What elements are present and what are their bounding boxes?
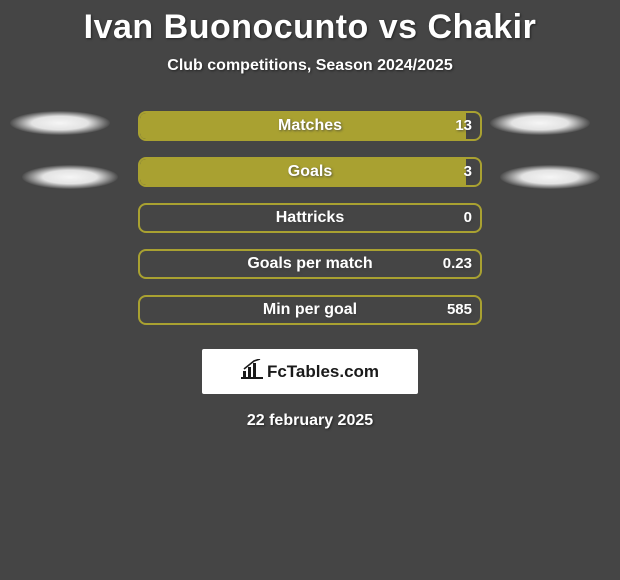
stat-row: Goals3 [0,157,620,203]
bar-track [138,111,482,141]
stat-rows: Matches13Goals3Hattricks0Goals per match… [0,111,620,341]
bar-track [138,295,482,325]
bar-track [138,249,482,279]
comparison-card: Ivan Buonocunto vs Chakir Club competiti… [0,0,620,430]
stat-row: Min per goal585 [0,295,620,341]
bar-fill [140,113,466,139]
stats-area: Matches13Goals3Hattricks0Goals per match… [0,111,620,341]
snapshot-date: 22 february 2025 [0,412,620,430]
stat-row: Matches13 [0,111,620,157]
stat-row: Hattricks0 [0,203,620,249]
source-logo: FcTables.com [202,349,418,394]
logo-text: FcTables.com [267,362,379,382]
bar-track [138,157,482,187]
page-title: Ivan Buonocunto vs Chakir [0,8,620,47]
bar-fill [140,159,466,185]
bar-track [138,203,482,233]
season-subtitle: Club competitions, Season 2024/2025 [0,57,620,75]
chart-icon [241,359,263,384]
stat-row: Goals per match0.23 [0,249,620,295]
